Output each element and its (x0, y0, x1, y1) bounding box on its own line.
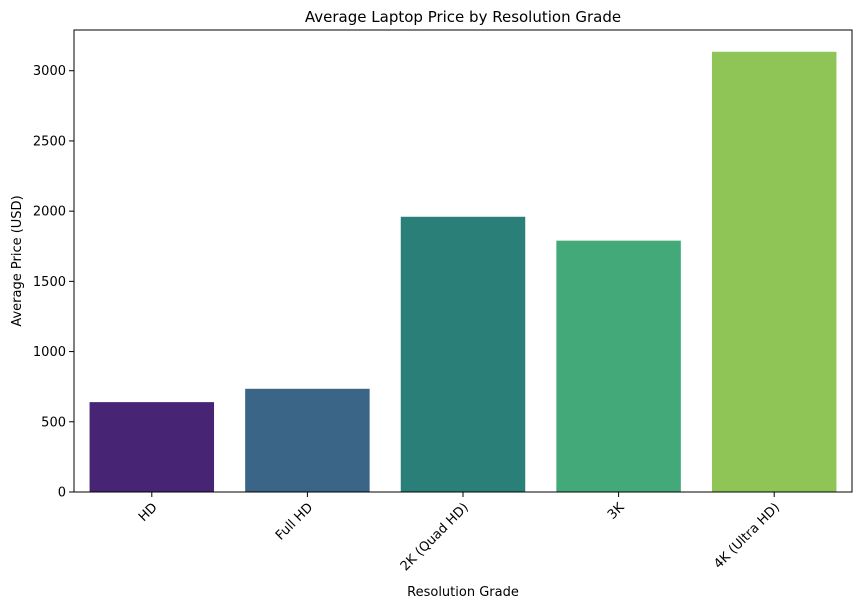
y-axis-title: Average Price (USD) (10, 195, 25, 326)
y-tick-label: 500 (41, 415, 66, 430)
bar-4 (711, 51, 837, 492)
x-tick-label: HD (136, 500, 161, 525)
y-axis: 0 500 1000 1500 2000 2500 3000 (33, 64, 74, 501)
chart-title: Average Laptop Price by Resolution Grade (305, 8, 621, 26)
y-tick-label: 1000 (33, 345, 66, 360)
bars-group (89, 51, 837, 492)
bar-3 (556, 240, 681, 492)
y-tick-label: 2000 (33, 205, 66, 220)
x-tick-label: 4K (Ultra HD) (711, 500, 783, 572)
y-tick-label: 2500 (33, 134, 66, 149)
plot-frame (73, 29, 853, 493)
bar-1 (245, 388, 370, 492)
bar-0 (89, 402, 215, 492)
x-axis-title: Resolution Grade (407, 585, 519, 600)
x-axis: HD Full HD 2K (Quad HD) 3K 4K (Ultra HD) (136, 492, 783, 574)
x-tick-label: Full HD (273, 500, 316, 543)
x-tick-label: 3K (605, 500, 628, 523)
y-tick-label: 3000 (33, 64, 66, 79)
y-tick-label: 1500 (33, 275, 66, 290)
bar-2 (400, 216, 526, 492)
x-tick-label: 2K (Quad HD) (398, 500, 472, 574)
y-tick-label: 0 (58, 486, 66, 501)
